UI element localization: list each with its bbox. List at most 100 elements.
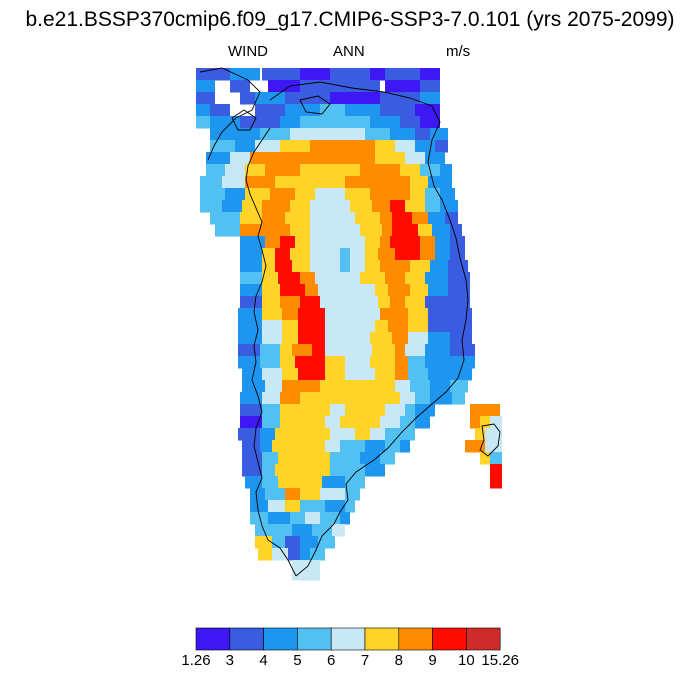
wind-cell [282, 320, 298, 333]
wind-cell [385, 428, 400, 441]
wind-cell [415, 128, 430, 141]
wind-cell [340, 296, 378, 309]
wind-cell [365, 260, 380, 273]
wind-cell [260, 440, 272, 453]
wind-cell [312, 344, 325, 357]
wind-cell [262, 224, 290, 237]
wind-cell [280, 344, 292, 357]
wind-cell [450, 320, 472, 333]
wind-cell [365, 440, 385, 453]
wind-cell [480, 404, 500, 417]
wind-cell [285, 104, 320, 117]
wind-cell [378, 248, 395, 261]
wind-cell [425, 188, 440, 201]
wind-cell [325, 356, 345, 369]
wind-cell [370, 68, 385, 81]
wind-cell [262, 332, 282, 345]
wind-cell [305, 284, 318, 297]
wind-cell [280, 404, 295, 417]
wind-cell [325, 332, 345, 345]
wind-cell [340, 440, 365, 453]
wind-cell [388, 284, 410, 297]
colorbar-label: 7 [360, 652, 370, 669]
wind-cell [428, 320, 450, 333]
wind-cell [365, 236, 380, 249]
wind-cell [330, 164, 360, 177]
wind-cell [425, 152, 445, 165]
wind-cell [345, 332, 370, 345]
wind-cell [260, 344, 280, 357]
colorbar-label: 1.26 [181, 652, 211, 669]
wind-cell [420, 92, 440, 105]
wind-cell [375, 320, 388, 333]
colorbar-swatch [466, 627, 501, 651]
wind-cell [325, 308, 342, 321]
wind-cell [435, 140, 448, 153]
colorbar-swatch [229, 627, 264, 651]
wind-cell [340, 380, 375, 393]
wind-cell [405, 272, 425, 285]
colorbar-swatch [432, 627, 467, 651]
colorbar-label: 5 [293, 652, 302, 669]
wind-cell [405, 296, 425, 309]
wind-cell [240, 260, 262, 273]
wind-cell [485, 440, 502, 453]
wind-cell [262, 296, 280, 309]
wind-cell [380, 92, 420, 105]
wind-cell [420, 68, 440, 81]
wind-cell [400, 392, 415, 405]
wind-cell [428, 332, 450, 345]
wind-cell [278, 272, 300, 285]
wind-cell [408, 308, 428, 321]
wind-cell [240, 392, 262, 405]
colorbar-label: 9 [428, 652, 437, 669]
wind-cell [262, 452, 278, 465]
wind-cell [385, 68, 420, 81]
wind-cell [470, 404, 480, 417]
wind-cell [408, 332, 428, 345]
wind-cell [250, 488, 265, 501]
wind-cell [385, 404, 405, 417]
wind-cell [262, 464, 275, 477]
wind-cell [355, 416, 380, 429]
wind-cell [315, 272, 335, 285]
wind-cell [325, 500, 345, 513]
wind-cell [325, 416, 340, 429]
wind-cell [275, 428, 300, 441]
wind-cell [340, 284, 375, 297]
wind-cell [282, 308, 298, 321]
wind-cell [318, 284, 340, 297]
wind-cell [262, 476, 278, 489]
wind-cell [330, 428, 355, 441]
wind-cell [345, 320, 375, 333]
wind-cell [385, 80, 420, 93]
wind-cell [240, 224, 262, 237]
wind-cell [238, 308, 262, 321]
wind-cell [340, 260, 350, 273]
colorbar-label: 10 [458, 652, 475, 669]
wind-cell [325, 440, 340, 453]
wind-cell [300, 428, 330, 441]
wind-cell [310, 140, 375, 153]
wind-cell [410, 260, 430, 273]
wind-cell [382, 224, 392, 237]
wind-cell [272, 548, 288, 561]
wind-cell [420, 116, 440, 129]
wind-cell [245, 164, 265, 177]
colorbar-swatch [330, 627, 366, 651]
wind-cell [310, 260, 340, 273]
wind-cell [345, 176, 375, 189]
wind-cell [280, 416, 300, 429]
wind-cell [268, 512, 290, 525]
wind-cell [310, 152, 345, 165]
colorbar-swatch [398, 627, 433, 651]
wind-cell [365, 128, 390, 141]
wind-cell [380, 452, 395, 465]
wind-cell [430, 380, 450, 393]
colorbar-label: 8 [394, 652, 403, 669]
colorbar-label: 15.26 [481, 652, 519, 669]
wind-cell [418, 224, 432, 237]
wind-cell [240, 296, 262, 309]
wind-cell [340, 248, 350, 261]
